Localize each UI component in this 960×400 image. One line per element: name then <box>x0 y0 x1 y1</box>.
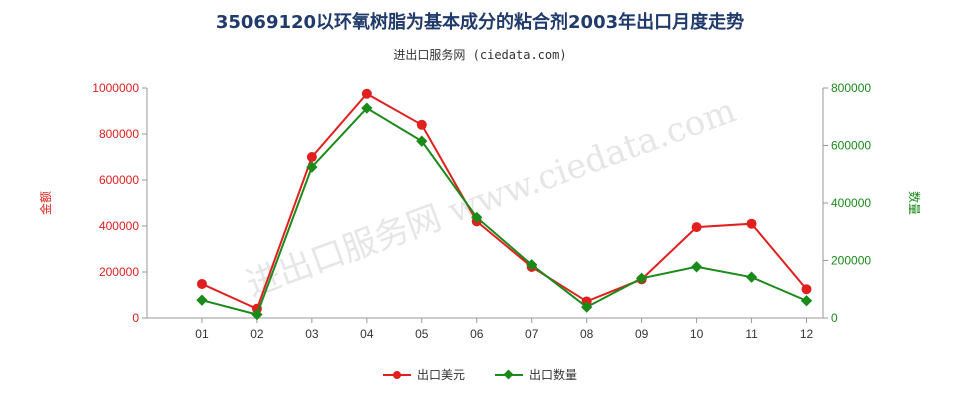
series-line-qty <box>201 106 807 316</box>
x-tick-label: 01 <box>195 327 209 341</box>
data-point-usd <box>306 152 317 162</box>
y-left-tick-label: 800000 <box>99 127 139 141</box>
y-axis-right-title: 数量 <box>907 191 922 215</box>
chart-subtitle: 进出口服务网 (ciedata.com) <box>393 48 567 62</box>
y-left-tick-label: 600000 <box>99 173 139 187</box>
x-tick-label: 10 <box>690 327 704 341</box>
y-right-tick-label: 200000 <box>831 254 871 268</box>
y-right-tick-label: 600000 <box>831 139 871 153</box>
x-tick-label: 07 <box>525 327 539 341</box>
legend-label-usd: 出口美元 <box>416 368 465 382</box>
x-tick-label: 09 <box>635 327 649 341</box>
y-left-tick-label: 200000 <box>99 265 139 279</box>
series-line-usd <box>201 92 808 311</box>
y-right-tick-label: 0 <box>831 311 838 325</box>
x-tick-label: 04 <box>360 327 374 341</box>
data-point-qty <box>800 295 813 307</box>
legend-item-qty[interactable]: 出口数量 <box>495 366 577 383</box>
chart-axes: 0 200000 400000 600000 800000 1000000 0 200000 4… <box>92 81 871 341</box>
data-point-qty <box>745 271 758 283</box>
legend-swatch-qty <box>495 369 523 381</box>
x-tick-label: 02 <box>250 327 264 341</box>
data-point-usd <box>196 278 207 289</box>
legend-label-qty: 出口数量 <box>529 368 578 382</box>
data-point-usd <box>691 222 702 233</box>
data-point-qty <box>526 259 538 271</box>
y-left-tick-label: 1000000 <box>92 81 139 95</box>
chart-title: 35069120以环氧树脂为基本成分的粘合剂2003年出口月度走势 <box>215 12 745 33</box>
legend-item-usd[interactable]: 出口美元 <box>382 366 465 383</box>
y-left-tick-label: 0 <box>132 311 139 325</box>
data-point-qty <box>416 135 428 147</box>
chart-legend: 出口美元 出口数量 <box>0 366 960 383</box>
data-point-usd <box>361 88 372 99</box>
x-tick-label: 03 <box>305 327 319 341</box>
data-point-qty <box>635 272 648 284</box>
chart-marks <box>196 88 813 321</box>
x-tick-label: 12 <box>800 327 814 341</box>
legend-swatch-usd <box>382 369 411 381</box>
data-point-qty <box>306 161 318 173</box>
data-point-qty <box>251 308 263 321</box>
x-tick-label: 05 <box>415 327 429 341</box>
data-point-qty <box>690 261 703 273</box>
y-right-tick-label: 800000 <box>831 81 871 95</box>
data-point-qty <box>471 211 483 224</box>
y-right-tick-label: 400000 <box>831 196 871 210</box>
data-point-qty <box>196 294 208 306</box>
y-axis-left-title: 金额 <box>38 191 53 215</box>
data-point-qty <box>581 301 593 313</box>
x-tick-label: 11 <box>745 327 758 341</box>
data-point-usd <box>746 218 757 229</box>
data-point-usd <box>416 119 427 130</box>
y-left-tick-label: 400000 <box>99 219 139 233</box>
data-point-usd <box>801 284 812 295</box>
x-tick-label: 08 <box>580 327 594 341</box>
x-tick-label: 06 <box>470 327 484 341</box>
